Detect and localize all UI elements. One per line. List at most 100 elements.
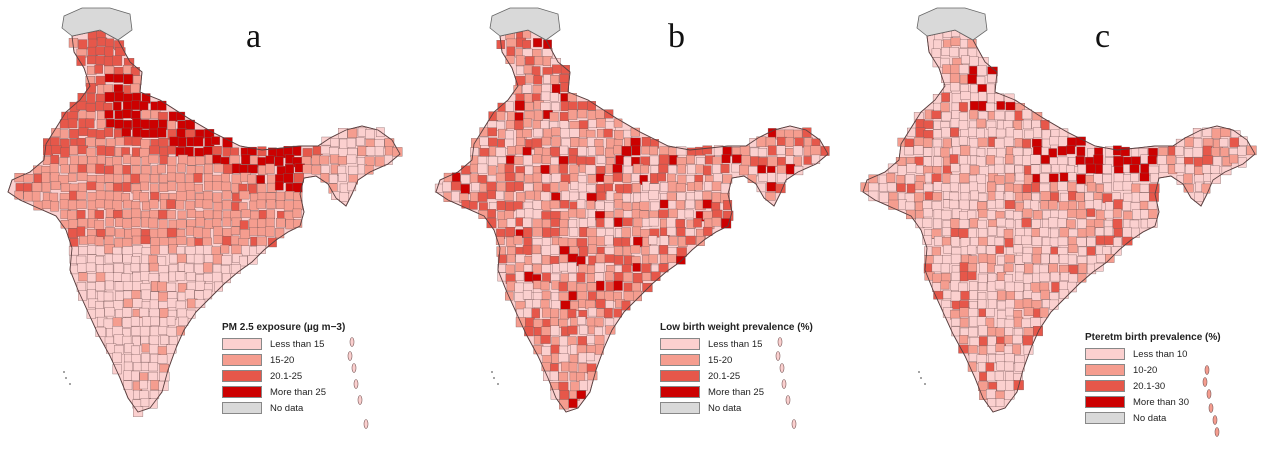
district-cell <box>604 217 614 229</box>
district-cell <box>283 200 294 211</box>
district-cell <box>976 156 986 167</box>
district-cell <box>339 192 349 202</box>
district-cell <box>525 74 535 84</box>
district-cell <box>1012 334 1023 344</box>
district-cell <box>1032 253 1042 264</box>
district-cell <box>193 227 204 238</box>
district-cell <box>238 164 248 174</box>
district-cell <box>140 271 151 281</box>
district-cell <box>577 109 588 119</box>
district-cell <box>576 208 586 219</box>
district-cell <box>460 174 471 184</box>
district-cell <box>1041 138 1051 148</box>
district-cell <box>347 128 358 138</box>
district-cell <box>587 291 597 302</box>
district-cell <box>211 136 220 145</box>
district-cell <box>522 155 533 166</box>
district-cell <box>1040 253 1050 264</box>
district-cell <box>949 199 959 209</box>
district-cell <box>1084 200 1095 210</box>
district-cell <box>905 201 915 211</box>
district-cell <box>631 183 641 193</box>
district-cell <box>1194 192 1204 202</box>
district-cell <box>330 138 340 147</box>
district-cell <box>532 218 543 229</box>
district-cell <box>85 103 96 113</box>
district-cell <box>596 280 605 291</box>
district-cell <box>986 389 997 399</box>
district-cell <box>959 271 969 282</box>
map-panel-a: a PM 2.5 exposure (µg m−3) Less than 15 … <box>0 0 426 450</box>
district-cell <box>931 48 941 58</box>
district-cell <box>76 210 86 220</box>
district-cell <box>338 128 348 139</box>
district-cell <box>1084 192 1094 202</box>
district-cell <box>977 299 987 310</box>
legend-label: 20.1-30 <box>1133 380 1166 392</box>
district-cell <box>586 317 596 328</box>
district-cell <box>229 155 240 165</box>
district-cell <box>666 226 677 236</box>
district-cell <box>1021 235 1032 245</box>
district-cell <box>87 254 97 264</box>
district-cell <box>1093 199 1103 210</box>
district-cell <box>1066 145 1076 155</box>
district-cell <box>959 317 969 328</box>
district-cell <box>231 244 242 255</box>
district-cell <box>659 254 670 264</box>
district-cell <box>532 85 542 95</box>
district-cell <box>122 317 133 328</box>
district-cell <box>78 272 88 282</box>
district-cell <box>177 120 187 130</box>
district-cell <box>247 146 257 156</box>
district-cell <box>978 253 988 264</box>
district-cell <box>695 164 704 174</box>
district-cell <box>515 55 525 66</box>
district-cell <box>587 146 597 156</box>
district-cell <box>94 219 105 231</box>
district-cell <box>940 263 950 274</box>
district-cell <box>1104 226 1114 237</box>
district-cell <box>904 146 914 156</box>
district-cell <box>1004 335 1013 345</box>
district-cell <box>560 82 569 93</box>
district-cell <box>532 244 541 255</box>
district-cell <box>940 280 950 290</box>
district-cell <box>940 102 950 113</box>
district-cell <box>1041 164 1052 173</box>
district-cell <box>186 281 196 291</box>
district-cell <box>886 173 896 183</box>
district-cell <box>516 209 526 219</box>
country-border <box>862 29 1256 413</box>
legend-label: Less than 15 <box>270 338 325 350</box>
district-cell <box>68 173 77 182</box>
district-cell <box>987 281 997 292</box>
district-cell <box>212 271 222 283</box>
district-cell <box>195 217 205 227</box>
district-cell <box>685 199 695 209</box>
island <box>349 337 355 347</box>
district-cell <box>950 82 960 92</box>
district-cell <box>888 192 898 201</box>
district-cell <box>175 172 186 184</box>
district-cell <box>266 209 275 220</box>
district-cell <box>1004 274 1013 283</box>
legend-swatch <box>660 354 700 366</box>
district-cell <box>657 173 666 182</box>
district-cell <box>1005 299 1016 309</box>
district-cell <box>113 164 124 175</box>
district-cell <box>176 246 185 256</box>
legend-item: No data <box>1085 410 1221 426</box>
island <box>920 377 922 379</box>
district-cell <box>470 192 479 203</box>
district-cell <box>588 119 598 128</box>
district-cell <box>711 192 722 203</box>
district-cell <box>595 109 605 119</box>
district-cell <box>550 227 560 237</box>
district-cell <box>122 109 132 119</box>
district-cell <box>505 227 515 237</box>
district-cell <box>158 209 169 220</box>
district-cell <box>1095 235 1106 245</box>
district-cell <box>941 47 951 56</box>
district-cell <box>559 120 569 130</box>
